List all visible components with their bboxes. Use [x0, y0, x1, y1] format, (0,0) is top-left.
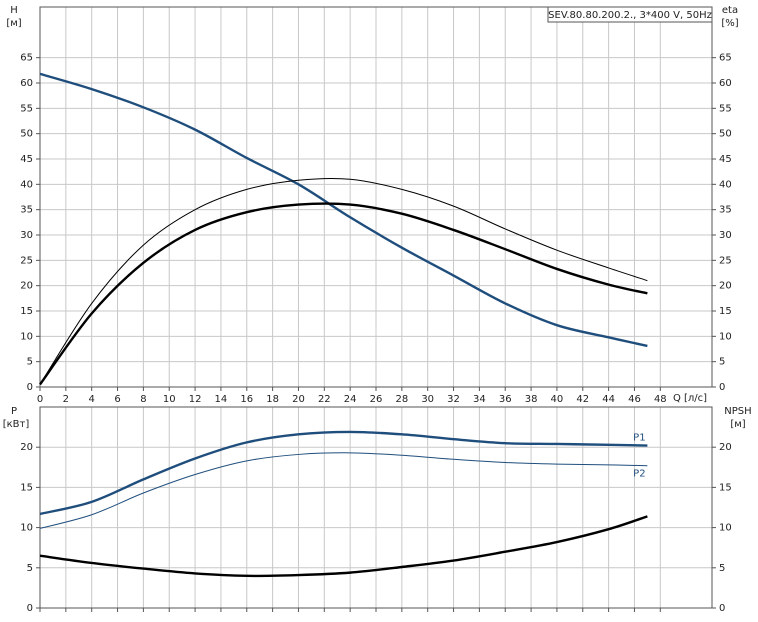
y-tick-label: 25: [20, 255, 33, 266]
plot-frame: [39, 6, 713, 388]
y2-tick-label: 5: [719, 563, 725, 574]
x-tick-label: 24: [344, 394, 357, 405]
x-tick-label: 4: [89, 394, 95, 405]
y-axis-title: P: [11, 406, 17, 417]
y2-tick-label: 20: [719, 442, 732, 453]
y2-tick-label: 20: [719, 281, 732, 292]
x-tick-label: 32: [447, 394, 460, 405]
y2-tick-label: 15: [719, 306, 732, 317]
x-tick-label: 46: [628, 394, 641, 405]
series-line: [39, 202, 648, 386]
y2-tick-label: 0: [719, 382, 725, 393]
y2-tick-label: 10: [719, 331, 732, 342]
y2-tick-label: 60: [719, 78, 732, 89]
series-line: [39, 177, 648, 385]
y-tick-label: 20: [20, 442, 33, 453]
x-tick-label: 38: [525, 394, 538, 405]
y-tick-label: 60: [20, 78, 33, 89]
y2-tick-label: 30: [719, 230, 732, 241]
y-tick-label: 55: [20, 103, 33, 114]
x-tick-label: 2: [63, 394, 69, 405]
series-label: P2: [633, 469, 645, 480]
x-tick-label: 36: [499, 394, 512, 405]
y-tick-label: 20: [20, 281, 33, 292]
x-tick-label: 20: [292, 394, 305, 405]
x-tick-label: 16: [240, 394, 253, 405]
y-tick-label: 0: [27, 382, 33, 393]
y-tick-label: 10: [20, 523, 33, 534]
x-tick-label: 18: [266, 394, 279, 405]
y-tick-label: 40: [20, 179, 33, 190]
y2-tick-label: 0: [719, 603, 725, 614]
chart-title: SEV.80.80.200.2., 3*400 V, 50Hz: [548, 10, 712, 21]
x-tick-label: 6: [114, 394, 120, 405]
y-axis-title: H: [10, 5, 18, 16]
y-tick-label: 5: [27, 563, 33, 574]
title-box: [547, 6, 713, 23]
x-tick-label: 14: [215, 394, 228, 405]
x-axis-title: Q [л/с]: [673, 393, 707, 404]
x-tick-label: 12: [189, 394, 202, 405]
y-axis-unit: [м]: [6, 18, 21, 29]
y2-tick-label: 50: [719, 129, 732, 140]
y-axis-unit: [кВт]: [3, 419, 30, 430]
y2-tick-label: 35: [719, 205, 732, 216]
y2-tick-label: 25: [719, 255, 732, 266]
y2-axis-unit: [%]: [721, 18, 738, 29]
y-tick-label: 10: [20, 331, 33, 342]
x-tick-label: 40: [551, 394, 564, 405]
x-tick-label: 44: [602, 394, 615, 405]
y-tick-label: 45: [20, 154, 33, 165]
y2-tick-label: 40: [719, 179, 732, 190]
x-tick-label: 0: [37, 394, 43, 405]
plot-frame: [39, 406, 713, 609]
y2-tick-label: 55: [719, 103, 732, 114]
x-tick-label: 48: [654, 394, 667, 405]
y2-tick-label: 65: [719, 53, 732, 64]
x-tick-label: 10: [163, 394, 176, 405]
x-tick-label: 8: [140, 394, 146, 405]
y-tick-label: 35: [20, 205, 33, 216]
y-tick-label: 15: [20, 306, 33, 317]
y2-tick-label: 5: [719, 357, 725, 368]
x-tick-label: 22: [318, 394, 331, 405]
x-tick-label: 42: [576, 394, 589, 405]
x-tick-label: 34: [473, 394, 486, 405]
y2-tick-label: 10: [719, 523, 732, 534]
series-line: [39, 452, 648, 529]
y-tick-label: 30: [20, 230, 33, 241]
y-tick-label: 0: [27, 603, 33, 614]
y2-axis-title: eta: [722, 5, 738, 16]
series-line: [39, 430, 648, 516]
y2-axis-title: NPSH: [724, 406, 751, 417]
y2-tick-label: 15: [719, 482, 732, 493]
y2-tick-label: 45: [719, 154, 732, 165]
y-tick-label: 65: [20, 53, 33, 64]
x-tick-label: 26: [370, 394, 383, 405]
y2-axis-unit: [м]: [730, 419, 745, 430]
y-tick-label: 15: [20, 482, 33, 493]
series-line: [39, 72, 648, 348]
y-tick-label: 50: [20, 129, 33, 140]
x-tick-label: 28: [395, 394, 408, 405]
y-tick-label: 5: [27, 357, 33, 368]
series-line: [39, 515, 648, 578]
series-label: P1: [633, 433, 645, 444]
x-tick-label: 30: [421, 394, 434, 405]
